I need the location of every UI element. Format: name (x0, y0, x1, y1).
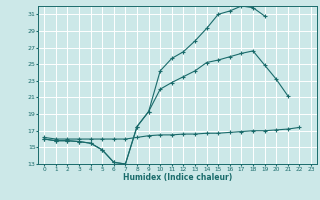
X-axis label: Humidex (Indice chaleur): Humidex (Indice chaleur) (123, 173, 232, 182)
